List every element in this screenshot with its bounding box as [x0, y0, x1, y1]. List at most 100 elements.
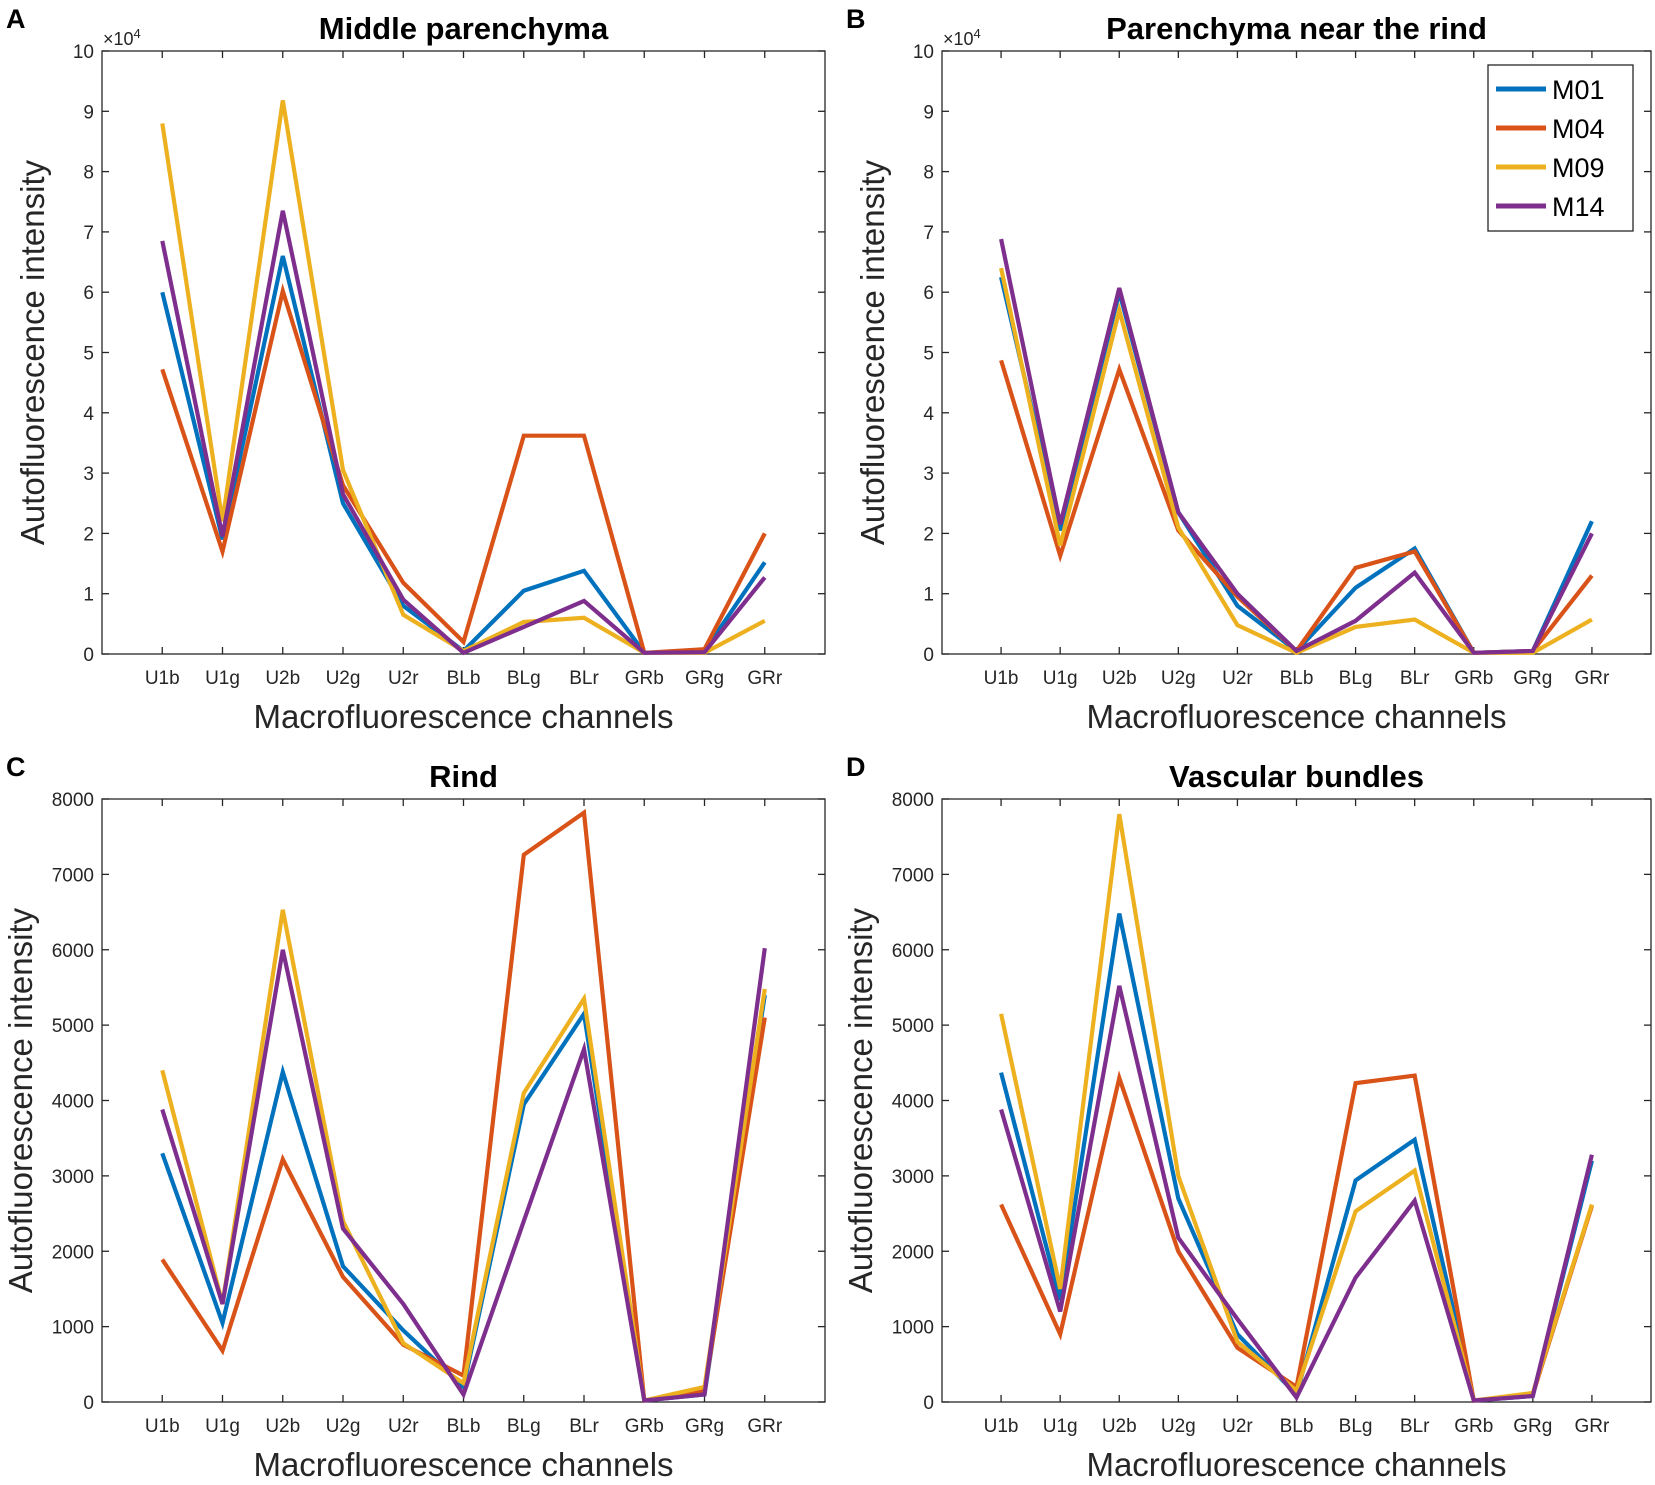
panel-b: B Parenchyma near the rind 0 1 2 3 4 5 6 7 8 9 10 U1b…: [846, 4, 1652, 735]
y-axis-label: Autofluorescence intensity: [854, 159, 891, 545]
panel-letter: C: [6, 752, 26, 782]
y-tick-label: 7: [83, 223, 94, 244]
legend-label: M09: [1552, 153, 1605, 183]
y-tick-label: 3: [83, 464, 94, 485]
y-axis-label: Autofluorescence intensity: [2, 907, 39, 1293]
x-axis-label: Macrofluorescence channels: [253, 698, 673, 735]
x-tick-label: U2b: [1102, 1416, 1137, 1437]
axes-box: [101, 50, 826, 655]
y-axis-label: Autofluorescence intensity: [842, 907, 879, 1293]
x-tick-label: GRg: [1513, 1416, 1552, 1437]
y-tick-label: 9: [923, 102, 934, 123]
y-tick-label: 6000: [52, 941, 94, 962]
chart-title: Vascular bundles: [1169, 759, 1424, 794]
panel-letter: A: [6, 4, 26, 34]
y-axis-label: Autofluorescence intensity: [14, 159, 51, 545]
x-tick-label: U2r: [388, 668, 419, 689]
x-tick-label: BLb: [447, 668, 481, 689]
legend-label: M14: [1552, 192, 1605, 222]
x-tick-label: U2b: [265, 668, 300, 689]
y-tick-label: 5000: [52, 1016, 94, 1037]
x-tick-label: BLg: [1339, 1416, 1373, 1437]
x-tick-label: U1g: [1043, 668, 1078, 689]
y-tick-label: 1: [923, 585, 934, 606]
y-tick-label: 0: [83, 645, 94, 666]
x-tick-label: GRg: [685, 668, 724, 689]
y-tick-label: 4000: [52, 1092, 94, 1113]
x-tick-label: GRg: [1513, 668, 1552, 689]
y-tick-label: 2: [83, 524, 94, 545]
series-line-m14: [160, 947, 767, 1403]
y-tick-label: 7: [923, 223, 934, 244]
x-axis-label: Macrofluorescence channels: [253, 1446, 673, 1483]
x-tick-label: BLr: [1400, 1416, 1430, 1437]
panel-letter: B: [846, 4, 866, 34]
x-tick-label: U1g: [205, 668, 240, 689]
x-tick-label: U2g: [1161, 668, 1196, 689]
x-tick-label: GRr: [1575, 668, 1611, 689]
y-tick-label: 3000: [892, 1167, 934, 1188]
x-tick-label: U1g: [1043, 1416, 1078, 1437]
panel-a: A Middle parenchyma 0 1 2 3 4 5 6 7 8 9 10 U1b U1g U2b U…: [6, 4, 826, 735]
x-tick-label: U2g: [326, 668, 361, 689]
legend-label: M01: [1552, 75, 1605, 105]
x-tick-label: BLb: [1280, 1416, 1314, 1437]
y-tick-label: 8: [923, 163, 934, 184]
x-tick-label: U1b: [145, 668, 180, 689]
y-tick-label: 2000: [892, 1242, 934, 1263]
x-tick-label: U1b: [145, 1416, 180, 1437]
x-tick-label: BLb: [1280, 668, 1314, 689]
y-tick-label: 5: [923, 344, 934, 365]
x-tick-label: BLr: [569, 668, 599, 689]
panel-d: D Vascular bundles 0 1000 2000 3000 4000 5000 60…: [842, 752, 1652, 1483]
x-tick-label: GRr: [1575, 1416, 1611, 1437]
chart-title: Parenchyma near the rind: [1106, 11, 1487, 46]
y-tick-label: 8000: [892, 790, 934, 811]
y-tick-label: 10: [913, 42, 934, 63]
x-tick-label: U2b: [1102, 668, 1137, 689]
series-line-m14: [160, 210, 767, 656]
y-tick-label: 0: [923, 645, 934, 666]
x-tick-label: U2r: [388, 1416, 419, 1437]
x-tick-label: BLb: [447, 1416, 481, 1437]
y-exponent: 4: [974, 26, 981, 41]
series-line-m14: [999, 985, 1594, 1403]
x-tick-label: U2g: [1161, 1416, 1196, 1437]
legend: M01 M04 M09 M14: [1487, 64, 1634, 232]
y-tick-label: 6: [83, 283, 94, 304]
x-tick-label: BLg: [507, 1416, 541, 1437]
x-tick-label: BLg: [1339, 668, 1373, 689]
y-tick-label: 2000: [52, 1242, 94, 1263]
x-tick-label: BLr: [569, 1416, 599, 1437]
y-tick-label: 3: [923, 464, 934, 485]
y-tick-label: 8000: [52, 790, 94, 811]
x-tick-label: U2g: [326, 1416, 361, 1437]
y-tick-label: 7000: [52, 865, 94, 886]
y-tick-label: 0: [83, 1393, 94, 1414]
chart-title: Rind: [429, 759, 498, 794]
x-tick-label: U2b: [265, 1416, 300, 1437]
y-tick-label: 4: [83, 404, 94, 425]
x-tick-label: GRb: [625, 668, 664, 689]
legend-box: [1487, 64, 1634, 232]
y-tick-label: 5: [83, 344, 94, 365]
legend-label: M04: [1552, 114, 1605, 144]
x-tick-label: GRb: [1454, 668, 1493, 689]
x-axis-label: Macrofluorescence channels: [1086, 698, 1506, 735]
x-tick-label: GRr: [747, 1416, 783, 1437]
y-multiplier: ×10: [943, 29, 974, 49]
x-tick-label: U1g: [205, 1416, 240, 1437]
chart-title: Middle parenchyma: [319, 11, 609, 46]
series-line-m04: [999, 1070, 1594, 1403]
y-tick-label: 7000: [892, 865, 934, 886]
y-tick-label: 6: [923, 283, 934, 304]
y-tick-label: 9: [83, 102, 94, 123]
x-axis-label: Macrofluorescence channels: [1086, 1446, 1506, 1483]
series-line-m01: [160, 994, 767, 1403]
y-tick-label: 8: [83, 163, 94, 184]
series-line-m14: [999, 238, 1594, 655]
y-tick-label: 4: [923, 404, 934, 425]
y-tick-label: 3000: [52, 1167, 94, 1188]
y-tick-label: 0: [923, 1393, 934, 1414]
